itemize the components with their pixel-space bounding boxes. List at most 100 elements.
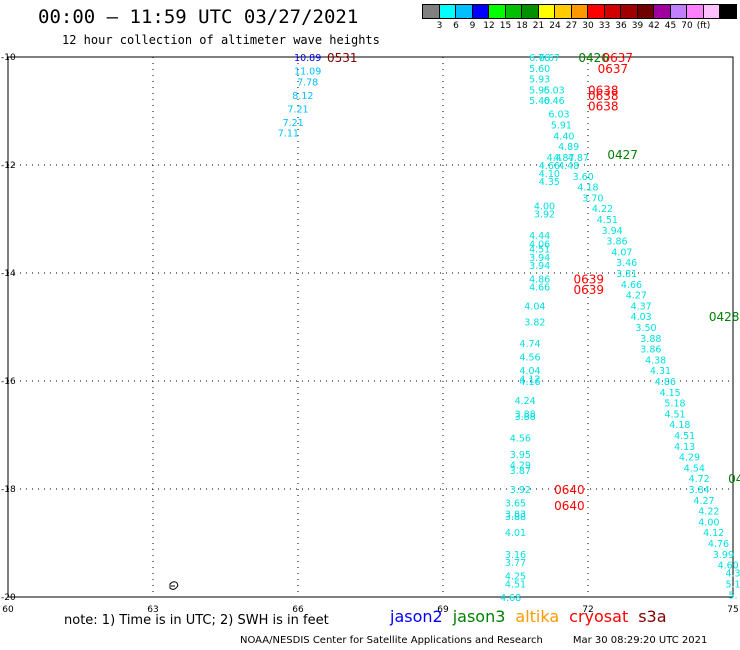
wave-height-value: 4.44 — [529, 231, 550, 242]
wave-height-value: 5.93 — [529, 75, 550, 86]
color-scale-tick: 33 — [598, 21, 611, 31]
wave-height-value: 4.87 — [568, 153, 589, 164]
pass-time-label: 0428 — [709, 310, 740, 324]
wave-height-value: 4.51 — [505, 580, 526, 591]
color-scale-tick: 12 — [483, 21, 495, 31]
color-scale-tick: 36 — [615, 21, 627, 31]
wave-height-value: 4.86 — [655, 377, 676, 388]
wave-height-value: 3.94 — [602, 226, 623, 237]
wave-height-value: 4.03 — [631, 312, 652, 323]
note-text: note: 1) Time is in UTC; 2) SWH is in fe… — [64, 613, 329, 628]
wave-height-value: 5.60 — [529, 64, 550, 75]
pass-time-label: 0639 — [574, 272, 605, 286]
wave-height-value: 4.31 — [650, 366, 671, 377]
color-scale-ticks: 3 6 9 12 15 18 21 24 27 30 33 36 39 42 45 70 (ft) — [422, 21, 732, 35]
wave-height-value: 3.88 — [640, 334, 661, 345]
color-scale-tick: 9 — [469, 21, 476, 31]
y-tick-label: -14 — [1, 269, 16, 279]
wave-height-value: 3.81 — [616, 269, 637, 280]
wave-height-value: 3.88 — [505, 512, 526, 523]
wave-height-value: 3.92 — [510, 485, 531, 496]
color-scale-tick: 24 — [549, 21, 561, 31]
wave-height-value: 4.27 — [693, 496, 714, 507]
wave-height-value: 3.50 — [635, 323, 656, 334]
wave-height-value: 8.12 — [292, 91, 313, 102]
wave-height-value: 6.67 — [539, 53, 560, 64]
wave-height-value: 3.92 — [534, 210, 555, 221]
wave-height-value: 4.27 — [626, 291, 647, 302]
wave-height-value: 4.13 — [674, 442, 695, 453]
wave-height-value: 4.56 — [510, 434, 531, 445]
wave-height-value: 4.66 — [621, 280, 642, 291]
color-scale-tick: 42 — [648, 21, 660, 31]
wave-height-value: 11.09 — [294, 67, 321, 78]
wave-height-value: 4.74 — [519, 339, 540, 350]
color-scale-tick: 45 — [664, 21, 677, 31]
wave-height-value: 6.46 — [544, 96, 565, 107]
wave-height-value: 3.94 — [529, 253, 550, 264]
wave-height-value: 4.18 — [669, 420, 690, 431]
legend-entry: jason3 — [452, 607, 506, 626]
footer-credit: NOAA/NESDIS Center for Satellite Applica… — [240, 635, 543, 646]
wave-height-value: 7.11 — [278, 129, 299, 140]
y-tick-label: -20 — [1, 593, 16, 603]
color-scale-tick: 27 — [565, 21, 578, 31]
wave-height-value: 7.78 — [297, 77, 318, 88]
wave-height-value: 3.87 — [510, 466, 531, 477]
pass-time-label: 0638 — [588, 89, 619, 103]
satellite-legend: jason2 jason3 altika cryosat s3a — [390, 607, 667, 626]
wave-height-value: 3.88 — [515, 412, 536, 423]
pass-time-label: 0638 — [588, 100, 619, 114]
pass-time-label: 0637 — [603, 51, 634, 65]
wave-height-value: 4.00 — [698, 517, 719, 528]
wave-height-value: 4.72 — [689, 474, 710, 485]
pass-time-label: 0640 — [554, 499, 585, 513]
wave-height-value: 4.18 — [577, 183, 598, 194]
wave-height-value: 4.48 — [558, 161, 579, 172]
wave-height-value: 6.76 — [529, 53, 550, 64]
wave-height-value: 4.00 — [534, 202, 555, 213]
wave-height-value: 5.40 — [529, 96, 550, 107]
wave-height-value: 6.03 — [544, 85, 565, 96]
color-scale-tick: 70 — [681, 21, 693, 31]
wave-height-value: 3.65 — [505, 499, 526, 510]
wave-height-value: 7.21 — [287, 104, 308, 115]
x-tick-label: 63 — [147, 605, 158, 615]
wave-height-value: 4.76 — [708, 539, 729, 550]
wave-height-value: 4.51 — [674, 431, 695, 442]
color-scale-tick: 15 — [499, 21, 512, 31]
pass-time-label: 0638 — [588, 83, 619, 97]
wave-height-value: 4.06 — [529, 239, 550, 250]
wave-height-value: 4.07 — [611, 247, 632, 258]
wave-height-value: 4.38 — [645, 355, 666, 366]
wave-height-value: 4.24 — [515, 396, 536, 407]
wave-height-value: 4.40 — [553, 131, 574, 142]
legend-entry: jason2 — [390, 607, 443, 626]
wave-height-value: 5.91 — [551, 121, 572, 132]
x-tick-label: 60 — [2, 605, 14, 615]
footer-timestamp: Mar 30 08:29:20 UTC 2021 — [572, 635, 708, 646]
wave-height-value: 4.60 — [718, 561, 739, 572]
wave-height-value: 4.16 — [519, 377, 540, 388]
color-scale-bar — [422, 4, 737, 19]
x-tick-label: 66 — [292, 605, 304, 615]
y-tick-label: -18 — [1, 485, 16, 495]
pass-time-label: 04 — [728, 472, 740, 486]
wave-height-value: 3.86 — [640, 345, 661, 356]
color-scale-tick: 6 — [453, 21, 459, 31]
wave-height-value: 3.82 — [524, 318, 545, 329]
wave-height-value: 4.37 — [631, 301, 652, 312]
wave-height-value: 4.4 — [547, 153, 562, 164]
wave-height-value: 3.88 — [515, 409, 536, 420]
pass-time-label: 0637 — [598, 62, 629, 76]
wave-height-value: 4.12 — [703, 528, 724, 539]
wave-height-value: 4.29 — [679, 453, 700, 464]
wave-height-value: 4.51 — [664, 409, 685, 420]
y-tick-label: -16 — [1, 377, 16, 387]
wave-height-value: 5.18 — [664, 399, 685, 410]
wave-height-value: 4.51 — [597, 215, 618, 226]
wave-height-value: 4.29 — [510, 461, 531, 472]
wave-height-value: 3.70 — [582, 193, 603, 204]
wave-height-value: 4.56 — [519, 353, 540, 364]
